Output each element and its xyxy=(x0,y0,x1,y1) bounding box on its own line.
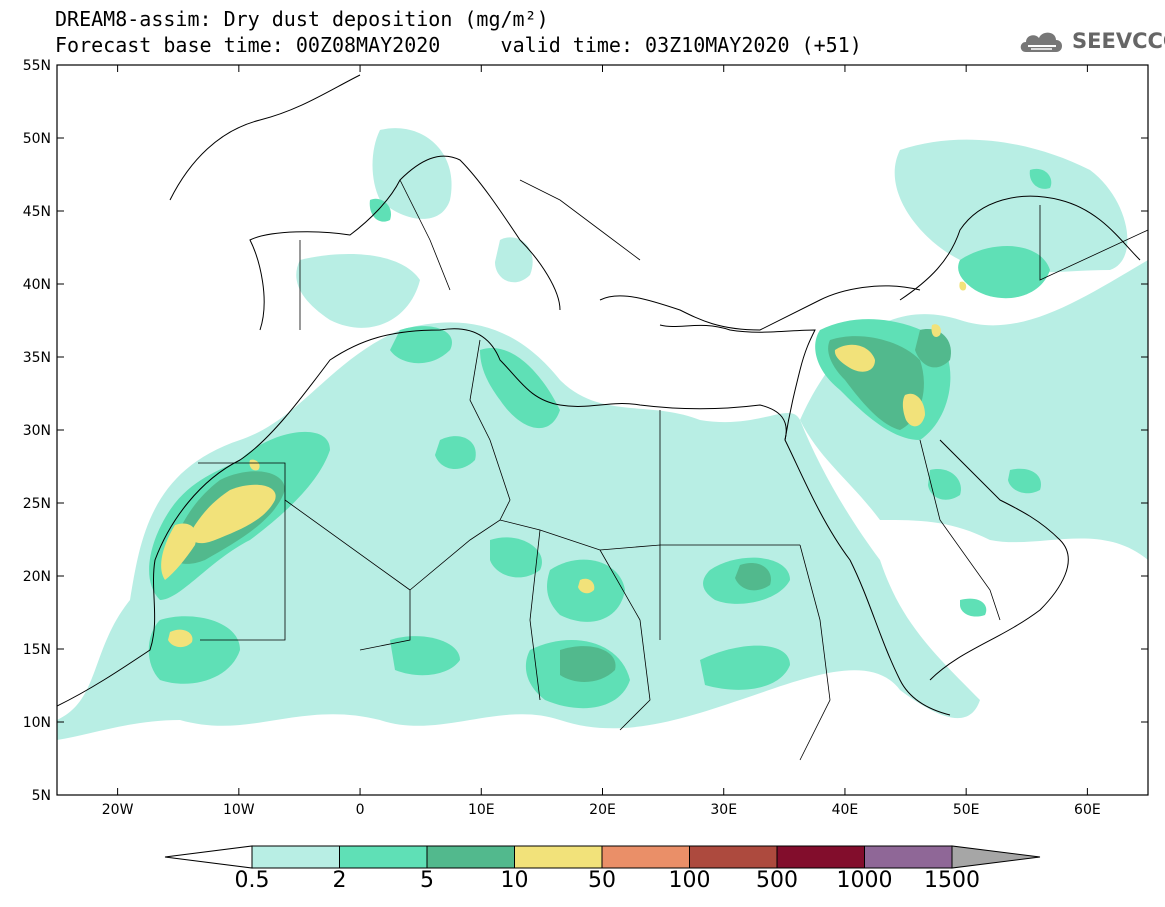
lon-tick-label: 30E xyxy=(710,802,737,818)
colorbar-swatch xyxy=(426,845,515,869)
latitude-axis: 5N 10N 15N 20N 25N 30N 35N 40N 45N 50N 55N xyxy=(23,58,1148,804)
logo-text: SEEVCCC xyxy=(1072,29,1165,53)
colorbar-swatch xyxy=(864,845,953,869)
lat-tick-label: 35N xyxy=(23,350,51,366)
colorbar-swatch xyxy=(776,845,865,869)
colorbar-label: 0.5 xyxy=(234,868,270,893)
colorbar-swatch xyxy=(689,845,778,869)
map-subtitle: Forecast base time: 00Z08MAY2020 valid t… xyxy=(55,34,862,56)
lat-tick-label: 50N xyxy=(23,131,51,147)
seevccc-logo: SEEVCCC xyxy=(1018,26,1165,56)
colorbar-over-arrow xyxy=(951,845,1041,869)
colorbar-label: 500 xyxy=(756,868,798,893)
colorbar xyxy=(164,845,1041,869)
valid-time-label: valid time: 03Z10MAY2020 (+51) xyxy=(500,33,862,57)
lon-tick-label: 40E xyxy=(832,802,859,818)
lat-tick-label: 5N xyxy=(32,788,51,804)
colorbar-label: 5 xyxy=(420,868,434,893)
lat-tick-label: 55N xyxy=(23,58,51,74)
colorbar-swatch xyxy=(601,845,690,869)
colorbar-label: 100 xyxy=(668,868,711,893)
lon-tick-label: 10E xyxy=(468,802,495,818)
lon-tick-label: 20E xyxy=(589,802,616,818)
lat-tick-label: 10N xyxy=(23,715,51,731)
lon-tick-label: 10W xyxy=(223,802,255,818)
colorbar-swatch xyxy=(514,845,603,869)
colorbar-label: 50 xyxy=(588,868,616,893)
lat-tick-label: 30N xyxy=(23,423,51,439)
colorbar-label: 1000 xyxy=(836,868,893,893)
colorbar-label: 10 xyxy=(500,868,529,893)
colorbar-label: 2 xyxy=(332,868,347,893)
lon-tick-label: 50E xyxy=(953,802,980,818)
coastlines xyxy=(57,74,1141,716)
colorbar-under-arrow xyxy=(164,845,253,869)
lon-tick-label: 0 xyxy=(356,802,365,818)
lat-tick-label: 40N xyxy=(23,277,51,293)
colorbar-swatch xyxy=(339,845,428,869)
lat-tick-label: 15N xyxy=(23,642,51,658)
lat-tick-label: 20N xyxy=(23,569,51,585)
dust-deposition-map: 5N 10N 15N 20N 25N 30N 35N 40N 45N 50N 55N 20W 10W 0… xyxy=(23,58,1149,818)
colorbar-swatch xyxy=(251,845,340,869)
country-borders xyxy=(198,179,1148,761)
map-title: DREAM8-assim: Dry dust deposition (mg/m²… xyxy=(55,7,549,31)
base-time-label: Forecast base time: 00Z08MAY2020 xyxy=(55,33,441,57)
colorbar-label: 1500 xyxy=(924,868,980,893)
lon-tick-label: 20W xyxy=(102,802,134,818)
lon-tick-label: 60E xyxy=(1074,802,1101,818)
lat-tick-label: 25N xyxy=(23,496,51,512)
deposition-shading xyxy=(57,128,1148,740)
lat-tick-label: 45N xyxy=(23,204,51,220)
longitude-axis: 20W 10W 0 10E 20E 30E 40E 50E 60E xyxy=(102,65,1101,818)
cloud-icon xyxy=(1020,32,1062,52)
